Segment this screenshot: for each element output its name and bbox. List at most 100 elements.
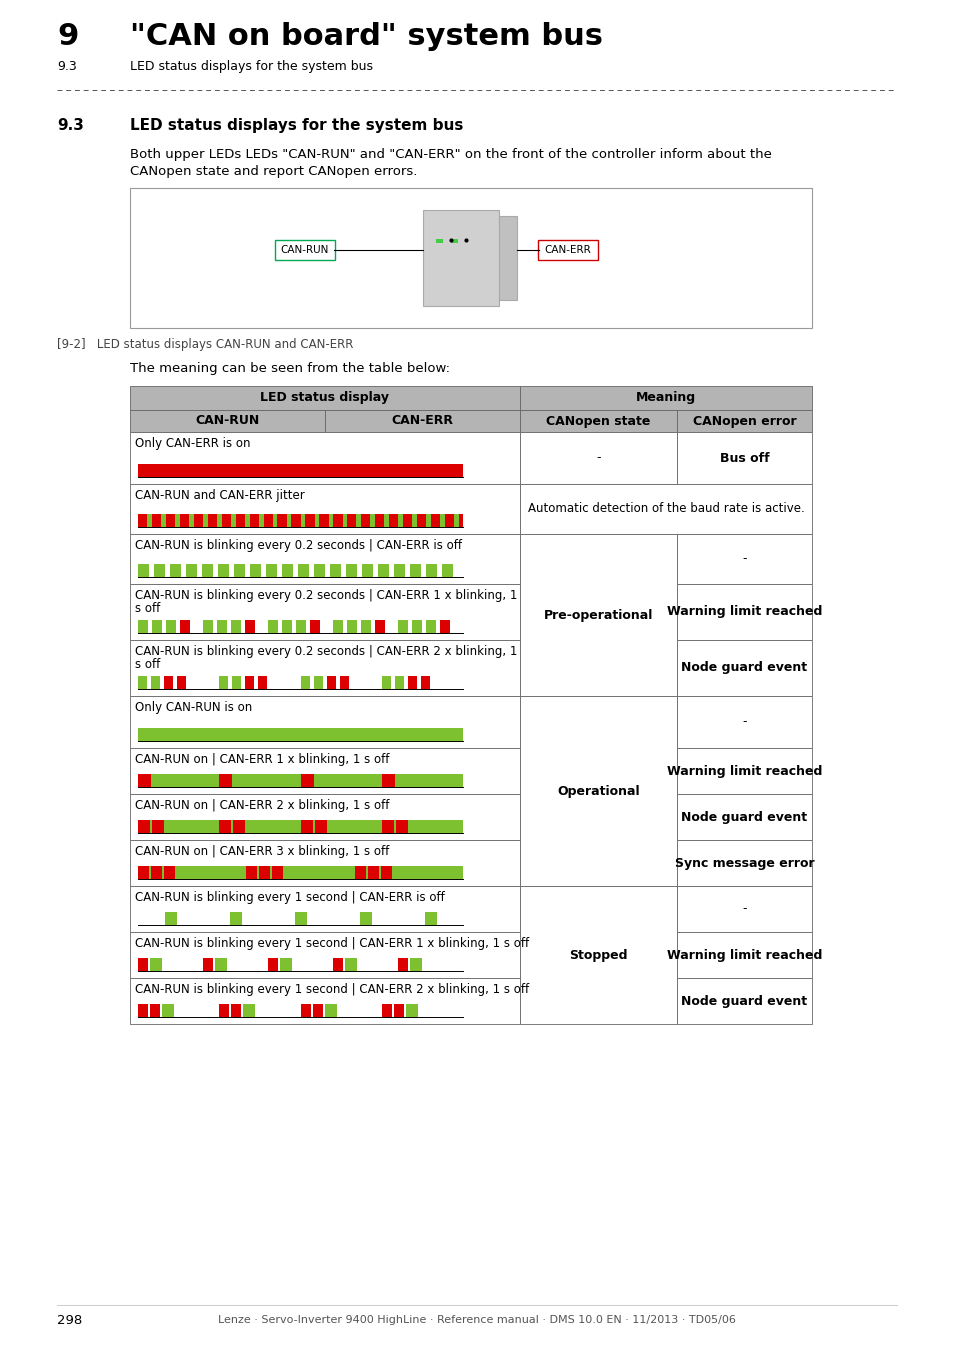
Bar — [398, 958, 408, 971]
Bar — [130, 386, 519, 410]
FancyBboxPatch shape — [537, 240, 598, 261]
Bar — [245, 676, 254, 688]
Bar — [314, 676, 322, 688]
Bar — [361, 514, 365, 526]
Text: CAN-RUN is blinking every 0.2 seconds | CAN-ERR is off: CAN-RUN is blinking every 0.2 seconds | … — [135, 539, 461, 552]
Bar — [151, 865, 162, 879]
Bar — [152, 819, 164, 833]
Bar — [130, 748, 519, 794]
Bar — [416, 514, 421, 526]
Bar — [394, 514, 398, 526]
Text: Warning limit reached: Warning limit reached — [666, 764, 821, 778]
Text: -: - — [741, 716, 746, 729]
Bar — [313, 1004, 322, 1017]
Bar — [143, 514, 147, 526]
Bar — [282, 620, 292, 633]
Bar — [282, 564, 293, 576]
Text: CAN-RUN on | CAN-ERR 1 x blinking, 1 s off: CAN-RUN on | CAN-ERR 1 x blinking, 1 s o… — [135, 753, 389, 765]
Bar — [677, 931, 811, 977]
Text: CAN-RUN is blinking every 1 second | CAN-ERR 2 x blinking, 1 s off: CAN-RUN is blinking every 1 second | CAN… — [135, 983, 529, 996]
Bar — [677, 535, 811, 585]
Bar — [300, 774, 314, 787]
Bar — [359, 913, 372, 925]
Text: CAN-RUN is blinking every 1 second | CAN-ERR is off: CAN-RUN is blinking every 1 second | CAN… — [135, 891, 444, 904]
Bar — [431, 514, 435, 526]
Bar — [381, 676, 391, 688]
Bar — [381, 819, 394, 833]
Bar — [677, 432, 811, 485]
Bar — [407, 514, 412, 526]
Bar — [375, 620, 385, 633]
Text: s off: s off — [135, 602, 160, 616]
Bar — [177, 676, 186, 688]
Bar — [213, 514, 216, 526]
Bar — [361, 620, 371, 633]
Text: LED status displays for the system bus: LED status displays for the system bus — [130, 59, 373, 73]
Bar — [245, 514, 250, 526]
Bar — [253, 514, 258, 526]
Bar — [280, 958, 292, 971]
Bar — [519, 432, 677, 485]
Bar — [130, 485, 519, 535]
Bar — [203, 514, 208, 526]
Bar — [130, 585, 519, 640]
Bar — [151, 676, 160, 688]
Bar — [294, 913, 306, 925]
Bar — [347, 514, 352, 526]
Text: Warning limit reached: Warning limit reached — [666, 606, 821, 618]
Text: -: - — [741, 903, 746, 915]
Bar — [164, 676, 172, 688]
Bar — [150, 1004, 160, 1017]
Bar — [130, 535, 519, 585]
Bar — [243, 1004, 255, 1017]
Bar — [152, 620, 162, 633]
Bar — [208, 514, 213, 526]
Bar — [230, 913, 241, 925]
Bar — [377, 564, 389, 576]
Bar — [394, 1004, 404, 1017]
Bar — [420, 676, 430, 688]
Bar — [519, 485, 677, 535]
Bar — [152, 514, 156, 526]
Bar — [375, 514, 379, 526]
Bar — [171, 514, 175, 526]
Bar — [314, 819, 326, 833]
Bar — [214, 958, 227, 971]
Bar — [219, 676, 228, 688]
FancyBboxPatch shape — [274, 240, 335, 261]
Bar — [449, 514, 454, 526]
Text: -: - — [741, 552, 746, 566]
Bar — [426, 564, 436, 576]
Bar — [395, 819, 408, 833]
Bar — [352, 514, 356, 526]
Bar — [451, 239, 457, 243]
Text: "CAN on board" system bus: "CAN on board" system bus — [130, 22, 602, 51]
Bar — [219, 774, 233, 787]
Bar — [519, 886, 677, 1025]
Bar — [130, 794, 519, 840]
Bar — [426, 514, 431, 526]
Bar — [410, 564, 420, 576]
Text: CAN-RUN is blinking every 0.2 seconds | CAN-ERR 2 x blinking, 1: CAN-RUN is blinking every 0.2 seconds | … — [135, 645, 517, 657]
Bar — [184, 514, 189, 526]
Bar — [235, 514, 240, 526]
Bar — [138, 958, 148, 971]
Bar — [300, 819, 313, 833]
Text: CAN-RUN: CAN-RUN — [195, 414, 259, 428]
Bar — [305, 514, 310, 526]
Text: Meaning: Meaning — [636, 392, 696, 405]
Bar — [233, 676, 241, 688]
Text: Only CAN-RUN is on: Only CAN-RUN is on — [135, 701, 252, 714]
Bar — [216, 514, 221, 526]
Bar — [677, 585, 811, 640]
Bar — [277, 514, 282, 526]
Bar — [138, 676, 147, 688]
Bar — [138, 728, 463, 741]
Bar — [138, 774, 463, 787]
Text: Both upper LEDs LEDs "CAN-RUN" and "CAN-ERR" on the front of the controller info: Both upper LEDs LEDs "CAN-RUN" and "CAN-… — [130, 148, 771, 161]
Bar — [398, 620, 408, 633]
Bar — [245, 620, 254, 633]
Text: Stopped: Stopped — [569, 949, 627, 961]
Bar — [408, 676, 416, 688]
Bar — [219, 819, 231, 833]
